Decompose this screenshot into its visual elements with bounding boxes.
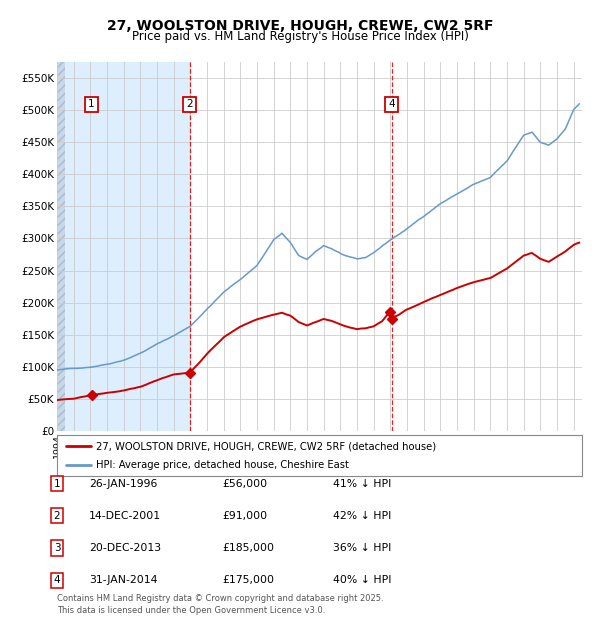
Text: 40% ↓ HPI: 40% ↓ HPI xyxy=(333,575,392,585)
Text: 42% ↓ HPI: 42% ↓ HPI xyxy=(333,511,391,521)
Text: 31-JAN-2014: 31-JAN-2014 xyxy=(89,575,157,585)
Text: 2: 2 xyxy=(53,511,61,521)
Text: Contains HM Land Registry data © Crown copyright and database right 2025.
This d: Contains HM Land Registry data © Crown c… xyxy=(57,594,383,615)
Text: 36% ↓ HPI: 36% ↓ HPI xyxy=(333,543,391,553)
Text: 4: 4 xyxy=(53,575,61,585)
Text: £175,000: £175,000 xyxy=(222,575,274,585)
Text: Price paid vs. HM Land Registry's House Price Index (HPI): Price paid vs. HM Land Registry's House … xyxy=(131,30,469,43)
Text: 20-DEC-2013: 20-DEC-2013 xyxy=(89,543,161,553)
Text: 26-JAN-1996: 26-JAN-1996 xyxy=(89,479,157,489)
Text: 1: 1 xyxy=(88,99,95,109)
Text: £56,000: £56,000 xyxy=(222,479,267,489)
Text: 41% ↓ HPI: 41% ↓ HPI xyxy=(333,479,391,489)
Text: HPI: Average price, detached house, Cheshire East: HPI: Average price, detached house, Ches… xyxy=(97,460,349,470)
Text: 2: 2 xyxy=(187,99,193,109)
Text: 27, WOOLSTON DRIVE, HOUGH, CREWE, CW2 5RF (detached house): 27, WOOLSTON DRIVE, HOUGH, CREWE, CW2 5R… xyxy=(97,441,437,451)
Text: 14-DEC-2001: 14-DEC-2001 xyxy=(89,511,161,521)
Text: £91,000: £91,000 xyxy=(222,511,267,521)
Text: 4: 4 xyxy=(388,99,395,109)
Bar xyxy=(57,62,65,431)
Text: 1: 1 xyxy=(53,479,61,489)
Bar xyxy=(65,62,190,431)
Text: 27, WOOLSTON DRIVE, HOUGH, CREWE, CW2 5RF: 27, WOOLSTON DRIVE, HOUGH, CREWE, CW2 5R… xyxy=(107,19,493,33)
Text: 3: 3 xyxy=(53,543,61,553)
Text: £185,000: £185,000 xyxy=(222,543,274,553)
